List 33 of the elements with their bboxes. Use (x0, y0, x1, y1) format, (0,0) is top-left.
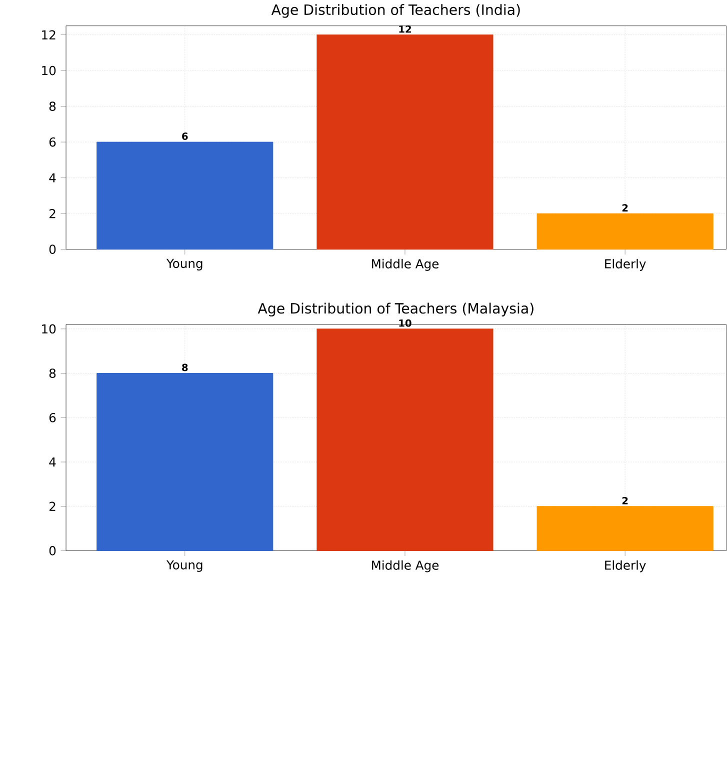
bar (96, 142, 274, 250)
data-label: 2 (622, 204, 628, 212)
data-label: 10 (399, 319, 412, 327)
y-tick-label: 0 (50, 546, 56, 556)
x-tick-label: Middle Age (372, 560, 439, 572)
y-tick-label: 4 (49, 173, 56, 182)
y-tick-label: 4 (49, 458, 56, 466)
bar (316, 328, 494, 551)
data-label: 2 (622, 496, 628, 504)
x-tick-label: Young (166, 258, 202, 270)
y-tick-label: 10 (42, 66, 56, 76)
data-label: 6 (182, 132, 188, 140)
bar (316, 34, 494, 250)
data-label: 12 (399, 25, 412, 33)
y-tick-label: 6 (50, 137, 56, 147)
bar (537, 213, 714, 250)
y-tick-label: 12 (42, 30, 56, 40)
y-tick-label: 8 (50, 102, 56, 111)
y-tick-label: 0 (50, 244, 56, 254)
bar (96, 373, 274, 551)
y-tick-label: 2 (50, 502, 56, 511)
y-tick-label: 6 (50, 412, 56, 422)
y-tick-label: 10 (42, 324, 56, 334)
x-tick-label: Middle Age (372, 258, 439, 271)
x-tick-label: Young (166, 560, 202, 572)
chart-title: Age Distribution of Teachers (Malaysia) (258, 302, 534, 316)
chart-title: Age Distribution of Teachers (India) (272, 4, 520, 18)
x-tick-label: Elderly (605, 560, 646, 572)
x-tick-label: Elderly (605, 258, 646, 271)
bar (537, 506, 714, 551)
y-tick-label: 8 (50, 368, 56, 378)
y-tick-label: 2 (50, 208, 56, 218)
data-label: 8 (182, 364, 188, 372)
